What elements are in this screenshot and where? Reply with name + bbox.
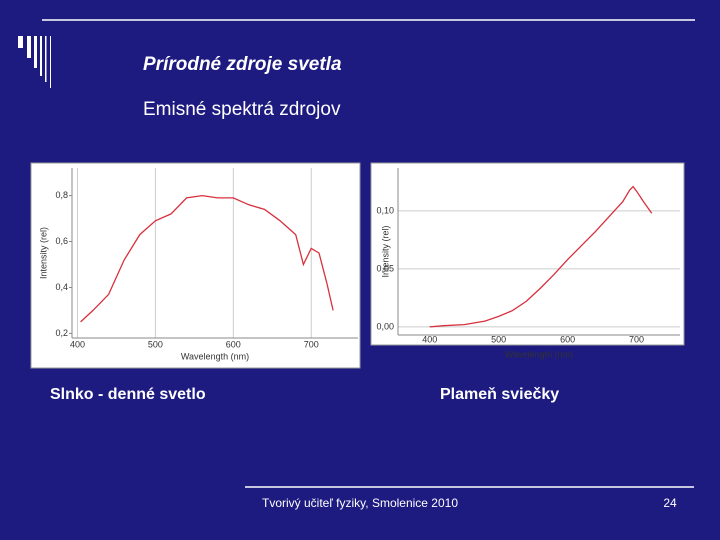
chart-panel: [30, 162, 361, 369]
y-tick-label: 0,6: [55, 236, 68, 246]
spectrum-line: [429, 185, 653, 328]
y-axis-label: Intensity (rel): [380, 225, 390, 277]
footer: Tvorivý učiteľ fyziky, Smolenice 2010: [262, 496, 458, 510]
x-axis-label: Wavelength (nm): [181, 351, 249, 361]
x-tick-label: 500: [148, 339, 163, 349]
decoration: [18, 36, 51, 88]
x-tick-label: 700: [629, 334, 644, 344]
x-axis-label: Wavelength (nm): [505, 349, 573, 359]
x-tick-label: 400: [70, 339, 85, 349]
chart-panel: [370, 162, 685, 346]
caption: Plameň sviečky: [440, 386, 559, 403]
x-tick-label: 500: [491, 334, 506, 344]
x-tick-label: 600: [226, 339, 241, 349]
x-tick-label: 600: [560, 334, 575, 344]
page-number: 24: [663, 496, 677, 510]
caption: Slnko - denné svetlo: [50, 386, 206, 403]
y-tick-label: 0,05: [376, 263, 394, 273]
y-tick-label: 0,10: [376, 205, 394, 215]
slide-title: Prírodné zdroje svetla: [143, 54, 342, 75]
spectrum-line: [80, 194, 334, 323]
slide-subtitle: Emisné spektrá zdrojov: [143, 99, 341, 120]
y-axis-label: Intensity (rel): [38, 227, 48, 279]
y-tick-label: 0,2: [55, 328, 68, 338]
x-tick-label: 700: [304, 339, 319, 349]
y-tick-label: 0,00: [376, 321, 394, 331]
y-tick-label: 0,8: [55, 190, 68, 200]
x-tick-label: 400: [422, 334, 437, 344]
y-tick-label: 0,4: [55, 282, 68, 292]
